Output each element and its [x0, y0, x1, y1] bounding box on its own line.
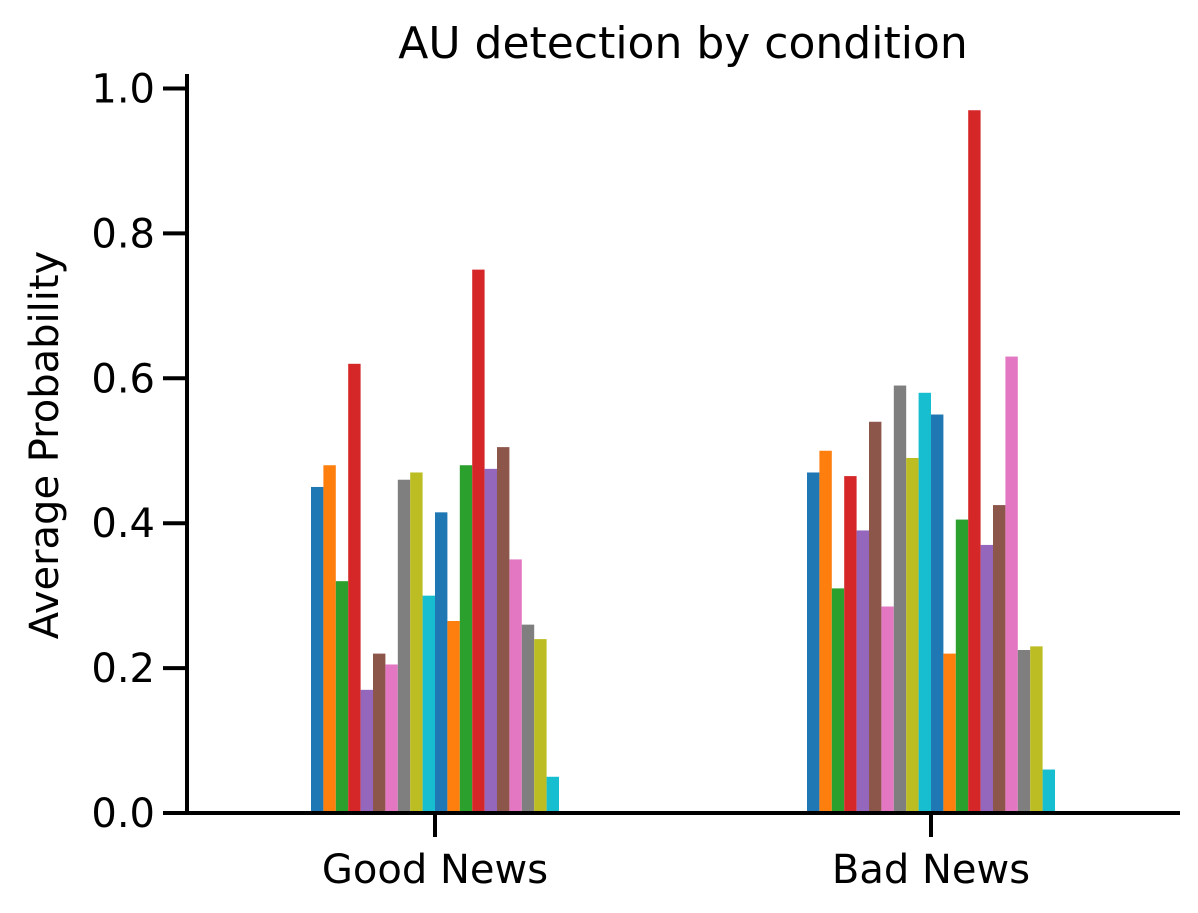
bar-bad-news-1	[807, 472, 820, 813]
bar-good-news-13	[459, 465, 473, 813]
bar-good-news-19	[534, 639, 547, 813]
axes-group: 0.0 0.2 0.4 0.6 0.8 1.0 Good News Bad News	[91, 66, 1180, 893]
bar-bad-news-3	[831, 588, 845, 813]
bar-good-news-12	[447, 621, 460, 813]
bar-good-news-14	[472, 269, 485, 813]
bar-bad-news-18	[1017, 649, 1031, 813]
bar-bad-news-6	[869, 421, 882, 813]
bar-bad-news-10	[918, 392, 931, 813]
y-axis-label: Average Probability	[22, 251, 68, 639]
bar-good-news-4	[348, 363, 361, 813]
y-tick-label-2: 0.4	[91, 501, 155, 547]
bar-bad-news-12	[943, 653, 956, 813]
bar-good-news-10	[422, 595, 435, 813]
bar-good-news-2	[323, 465, 336, 813]
bar-bad-news-7	[881, 606, 894, 813]
bar-good-news-11	[435, 512, 448, 813]
bar-bad-news-2	[819, 450, 832, 813]
bar-good-news-18	[521, 624, 535, 813]
y-tick-label-5: 1.0	[91, 66, 155, 112]
bar-bad-news-8	[893, 385, 907, 813]
bar-bad-news-14	[968, 110, 981, 814]
bar-bad-news-11	[931, 414, 944, 813]
bar-good-news-17	[509, 559, 522, 813]
bars-group	[311, 110, 1055, 814]
x-tick-label-0: Good News	[322, 847, 548, 893]
chart-title: AU detection by condition	[398, 18, 967, 69]
bar-good-news-6	[373, 653, 386, 813]
bar-good-news-15	[484, 468, 497, 813]
y-tick-label-4: 0.8	[91, 211, 155, 257]
bar-bad-news-17	[1005, 356, 1018, 813]
bar-bad-news-15	[980, 544, 993, 813]
bar-bad-news-4	[844, 476, 857, 813]
bar-good-news-3	[335, 581, 349, 813]
bar-bad-news-16	[993, 505, 1006, 813]
bar-good-news-5	[360, 689, 373, 813]
bar-good-news-8	[397, 479, 411, 813]
bar-good-news-9	[410, 472, 423, 813]
bar-bad-news-9	[906, 457, 919, 813]
bar-bad-news-19	[1030, 646, 1043, 813]
bar-bad-news-20	[1042, 769, 1055, 813]
bar-bad-news-13	[955, 519, 969, 813]
y-tick-label-0: 0.0	[91, 791, 155, 837]
x-tick-label-1: Bad News	[832, 847, 1030, 893]
y-tick-label-1: 0.2	[91, 646, 155, 692]
bar-good-news-7	[385, 664, 398, 813]
bar-good-news-16	[497, 447, 510, 813]
y-tick-label-3: 0.6	[91, 356, 155, 402]
bar-bad-news-5	[856, 530, 869, 813]
bar-good-news-1	[311, 486, 324, 813]
bar-good-news-20	[546, 776, 559, 813]
